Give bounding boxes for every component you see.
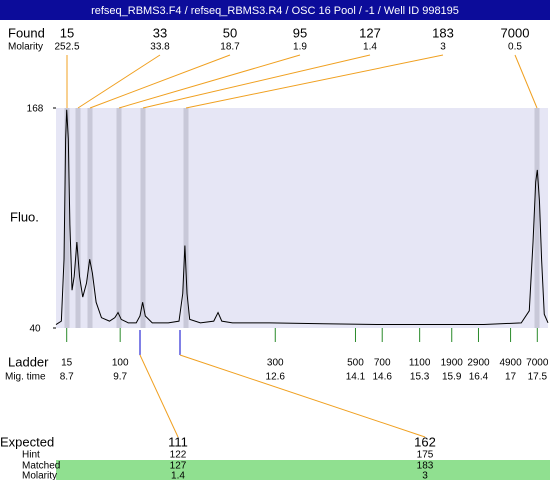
found-molarity: 1.4: [363, 42, 377, 53]
peak-connector: [514, 54, 538, 109]
expected-value: 127: [170, 461, 187, 472]
peak-band: [140, 108, 146, 328]
expected-row-label: Molarity: [22, 471, 57, 480]
molarity-label: Molarity: [8, 42, 43, 53]
ladder-label: Ladder: [8, 354, 49, 369]
ladder-size: 1100: [409, 358, 431, 369]
peak-band: [64, 108, 70, 328]
found-molarity: 3: [440, 42, 446, 53]
peak-connector: [142, 54, 371, 109]
y-axis-label: Fluo.: [10, 209, 39, 224]
connector: [179, 354, 426, 438]
found-size: 127: [359, 25, 381, 40]
mig-time: 8.7: [60, 372, 74, 383]
peak-band: [534, 108, 540, 328]
found-size: 50: [223, 25, 237, 40]
mig-time: 14.6: [372, 372, 392, 383]
y-tick-label: 40: [29, 324, 41, 335]
mig-time: 15.3: [410, 372, 430, 383]
ladder-size: 300: [267, 358, 284, 369]
expected-value: 175: [417, 450, 434, 461]
found-molarity: 18.7: [220, 42, 240, 53]
mig-time: 17.5: [528, 372, 548, 383]
found-size: 95: [293, 25, 307, 40]
header-bar: [0, 0, 550, 20]
ladder-size: 2900: [467, 358, 490, 369]
connector: [139, 354, 179, 438]
peak-connector: [77, 54, 161, 109]
ladder-size: 1900: [441, 358, 464, 369]
expected-row-label: Matched: [22, 461, 60, 472]
found-molarity: 33.8: [150, 42, 170, 53]
mig-time: 15.9: [442, 372, 462, 383]
mig-time: 9.7: [113, 372, 127, 383]
ladder-size: 7000: [526, 358, 549, 369]
mig-time: 14.1: [346, 372, 366, 383]
expected-value: 1.4: [171, 471, 185, 480]
header-title: refseq_RBMS3.F4 / refseq_RBMS3.R4 / OSC …: [91, 5, 459, 17]
mig-time: 12.6: [266, 372, 286, 383]
expected-value: 183: [417, 461, 434, 472]
mig-time: 16.4: [469, 372, 489, 383]
expected-value: 122: [170, 450, 187, 461]
expected-value: 3: [422, 471, 428, 480]
matched-highlight: [56, 460, 550, 480]
ladder-size: 700: [374, 358, 391, 369]
expected-value: 162: [414, 434, 436, 449]
found-size: 183: [432, 25, 454, 40]
peak-connector: [185, 54, 444, 109]
found-molarity: 252.5: [54, 42, 79, 53]
ladder-size: 500: [347, 358, 364, 369]
peak-band: [87, 108, 93, 328]
trace: [55, 109, 549, 326]
found-molarity: 0.5: [508, 42, 522, 53]
peak-connector: [118, 54, 301, 109]
found-size: 15: [60, 25, 74, 40]
found-molarity: 1.9: [293, 42, 307, 53]
expected-row-label: Expected: [0, 434, 54, 449]
expected-value: 111: [168, 434, 188, 449]
y-tick-label: 168: [27, 104, 44, 115]
peak-connector: [89, 54, 231, 109]
mig-time: 17: [505, 372, 517, 383]
found-label: Found: [8, 25, 45, 40]
found-size: 33: [153, 25, 167, 40]
ladder-size: 15: [61, 358, 73, 369]
expected-row-label: Hint: [22, 450, 40, 461]
found-size: 7000: [501, 25, 530, 40]
mig-time-label: Mig. time: [5, 372, 46, 383]
ladder-size: 4900: [499, 358, 522, 369]
plot-area: [56, 108, 548, 328]
peak-band: [75, 108, 81, 328]
peak-band: [116, 108, 122, 328]
ladder-size: 100: [112, 358, 129, 369]
peak-band: [183, 108, 189, 328]
